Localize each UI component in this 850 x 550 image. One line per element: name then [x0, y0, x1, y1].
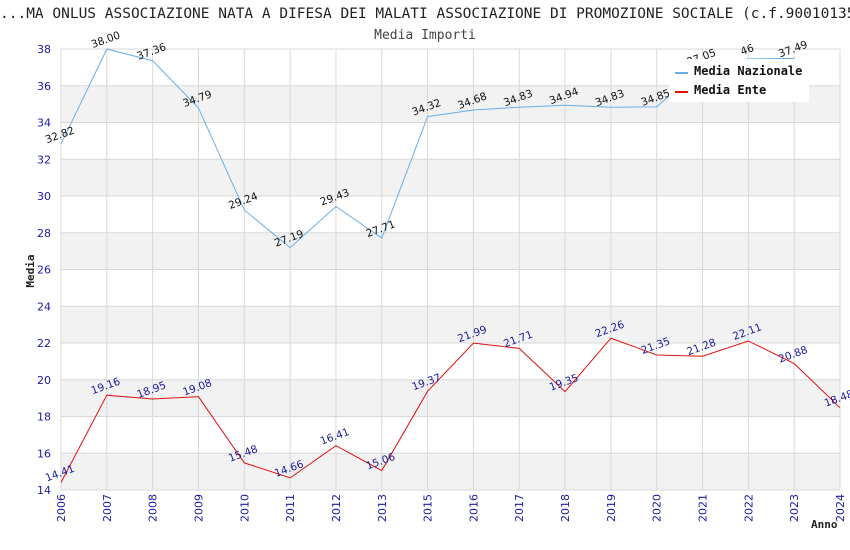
x-tick-label: 2013: [376, 494, 389, 522]
y-axis-ticks: 14 16 18 20 22 24 26 28 30 32 34 36 38: [37, 43, 51, 497]
y-tick-label: 18: [37, 411, 51, 424]
grid-band: [61, 453, 840, 490]
x-tick-label: 2010: [238, 494, 251, 522]
x-axis-ticks: 2006 2007 2008 2009 2010 2011 2012 2013 2015 2016…: [55, 494, 847, 522]
y-tick-label: 30: [37, 190, 51, 203]
grid-band: [61, 343, 840, 380]
x-tick-label: 2009: [192, 494, 205, 522]
y-tick-label: 16: [37, 447, 51, 460]
gridlines: [60, 48, 841, 491]
data-label-media-nazionale: 46: [739, 42, 756, 58]
x-tick-label: 2011: [284, 494, 297, 522]
y-tick-label: 38: [37, 43, 51, 56]
grid-band: [61, 196, 840, 233]
y-tick-label: 14: [37, 484, 51, 497]
legend: Media Nazionale Media Ente: [669, 59, 809, 102]
x-tick-label: 2023: [788, 494, 801, 522]
x-tick-label: 2018: [559, 494, 572, 522]
x-tick-label: 2015: [422, 494, 435, 522]
grid-bands: [61, 49, 840, 490]
x-tick-label: 2021: [697, 494, 710, 522]
x-tick-label: 2022: [742, 494, 755, 522]
y-tick-label: 24: [37, 300, 51, 313]
grid-band: [61, 416, 840, 454]
data-label-media-nazionale: 38.00: [90, 29, 122, 51]
y-tick-label: 32: [37, 153, 51, 166]
x-tick-label: 2016: [467, 494, 480, 522]
legend-label-media-ente: Media Ente: [694, 83, 766, 97]
legend-box: [669, 59, 809, 102]
chart-subtitle: Media Importi: [374, 28, 476, 43]
x-tick-label: 2020: [651, 494, 664, 522]
x-tick-label: 2024: [834, 494, 847, 522]
legend-label-media-nazionale: Media Nazionale: [694, 64, 802, 78]
y-tick-label: 26: [37, 264, 51, 277]
grid-band: [61, 232, 840, 270]
y-tick-label: 28: [37, 227, 51, 240]
grid-band: [61, 379, 840, 417]
series-line-media-ente: [60, 337, 841, 483]
grid-band: [61, 122, 840, 160]
y-axis-title: Media: [24, 254, 37, 287]
grid-band: [61, 269, 840, 307]
x-tick-label: 2017: [513, 494, 526, 522]
y-tick-label: 36: [37, 80, 51, 93]
x-tick-label: 2006: [55, 494, 68, 522]
grid-band: [61, 306, 840, 343]
x-tick-label: 2008: [147, 494, 160, 522]
y-tick-label: 20: [37, 374, 51, 387]
y-tick-label: 34: [37, 117, 51, 130]
x-axis-title: Anno: [811, 518, 838, 531]
x-tick-label: 2019: [605, 494, 618, 522]
x-tick-label: 2012: [330, 494, 343, 522]
y-tick-label: 22: [37, 337, 51, 350]
grid-band: [61, 159, 840, 196]
chart-title: ...MA ONLUS ASSOCIAZIONE NATA A DIFESA D…: [0, 6, 850, 22]
x-tick-label: 2007: [101, 494, 114, 522]
